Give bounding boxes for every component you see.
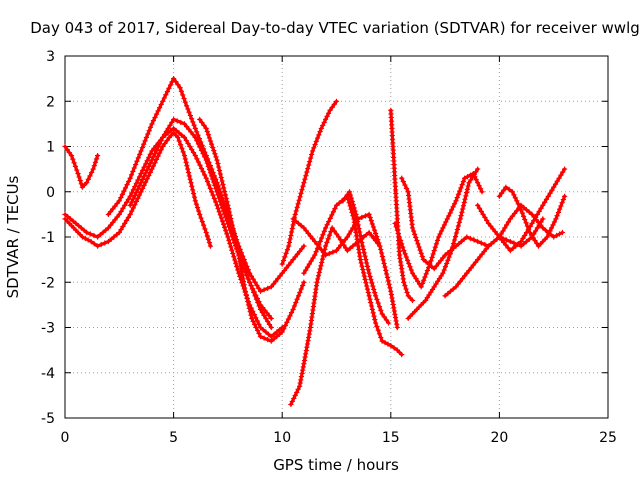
y-tick-label: 3 bbox=[46, 49, 55, 65]
series-markers bbox=[405, 166, 481, 321]
series-markers bbox=[192, 134, 307, 294]
series-group bbox=[62, 76, 568, 407]
series-sat-p bbox=[442, 216, 546, 299]
chart-title: Day 043 of 2017, Sidereal Day-to-day VTE… bbox=[30, 19, 640, 37]
series-markers bbox=[496, 184, 568, 249]
series-markers bbox=[442, 216, 546, 299]
x-tick-label: 5 bbox=[169, 430, 178, 446]
series-sat-k bbox=[301, 193, 405, 358]
x-tick-label: 15 bbox=[382, 430, 400, 446]
series-markers bbox=[340, 189, 392, 326]
series-sat-g bbox=[192, 134, 307, 294]
series-markers bbox=[290, 211, 400, 331]
x-axis-label: GPS time / hours bbox=[273, 456, 399, 474]
y-tick-label: -4 bbox=[41, 366, 55, 382]
y-tick-label: 1 bbox=[46, 140, 55, 156]
series-markers bbox=[62, 130, 214, 249]
y-tick-labels: 3 2 1 0 -1 -2 -3 -4 -5 bbox=[41, 49, 55, 427]
series-trace bbox=[289, 226, 382, 406]
y-tick-label: 2 bbox=[46, 94, 55, 110]
x-tick-label: 10 bbox=[273, 430, 291, 446]
axis-ticks bbox=[64, 55, 609, 419]
x-tick-label: 20 bbox=[490, 430, 508, 446]
y-tick-label: 0 bbox=[46, 185, 55, 201]
series-markers bbox=[279, 98, 340, 267]
x-tick-labels: 0 5 10 15 20 25 bbox=[61, 430, 617, 446]
series-sat-b bbox=[62, 130, 214, 249]
series-markers bbox=[197, 116, 307, 344]
series-sat-o bbox=[405, 166, 481, 321]
series-sat-j bbox=[290, 211, 400, 331]
series-sat-f bbox=[197, 116, 307, 344]
y-tick-label: -5 bbox=[41, 411, 55, 427]
x-tick-label: 25 bbox=[599, 430, 617, 446]
y-tick-label: -2 bbox=[41, 275, 55, 291]
y-axis-label: SDTVAR / TECUs bbox=[4, 175, 22, 298]
series-markers bbox=[475, 166, 568, 254]
series-markers bbox=[62, 143, 101, 190]
series-sat-s bbox=[392, 171, 485, 290]
x-tick-label: 0 bbox=[61, 430, 70, 446]
series-sat-r bbox=[496, 184, 568, 249]
y-tick-label: -1 bbox=[41, 230, 55, 246]
series-sat-q bbox=[475, 166, 568, 254]
series-sat-l bbox=[340, 189, 392, 326]
series-sat-i bbox=[279, 98, 340, 267]
series-sat-a bbox=[62, 143, 101, 190]
series-markers bbox=[392, 171, 485, 290]
y-tick-label: -3 bbox=[41, 321, 55, 337]
